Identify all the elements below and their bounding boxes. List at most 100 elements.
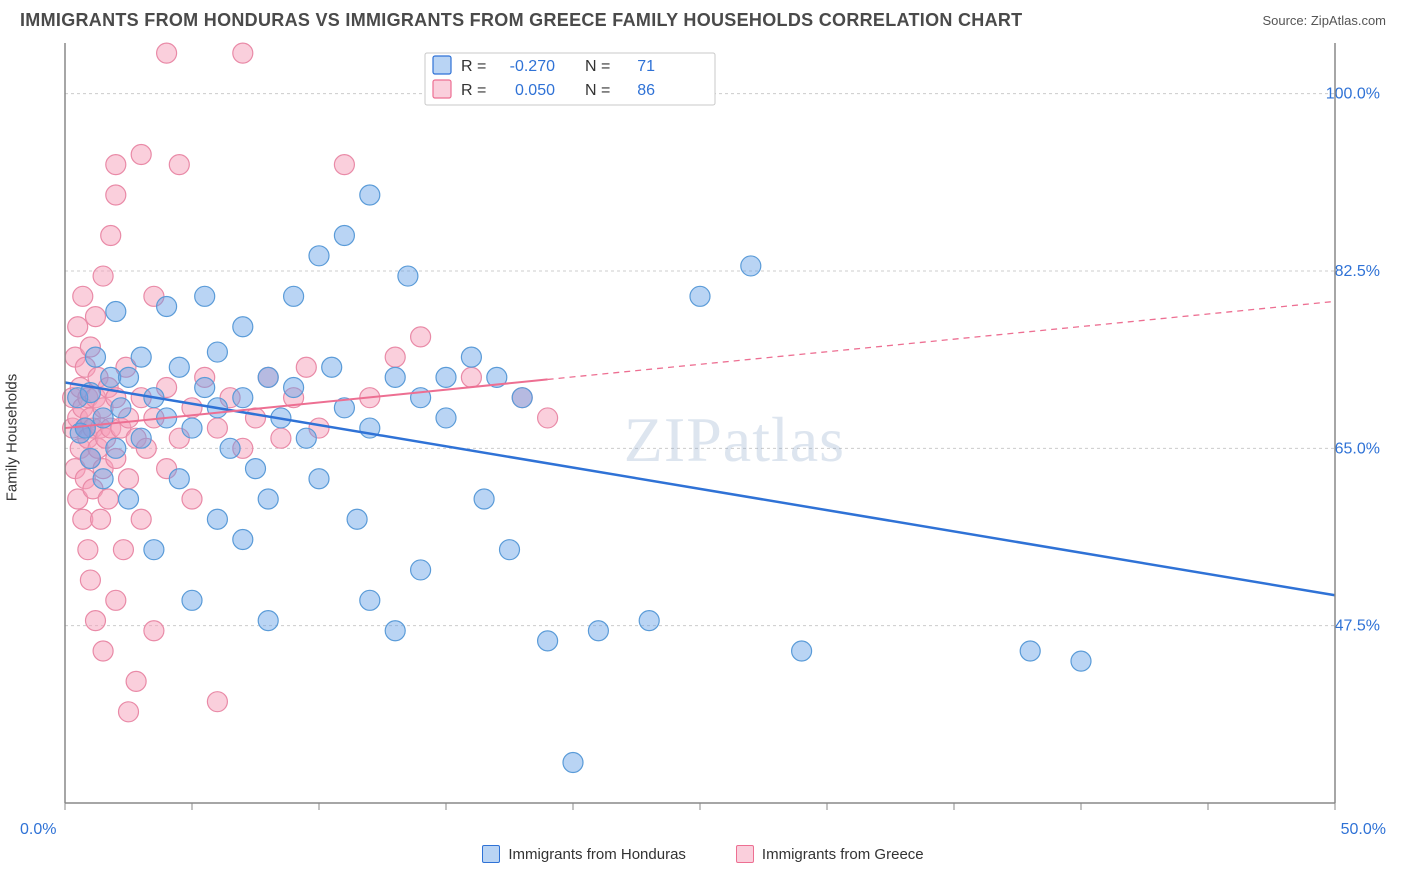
data-point (233, 317, 253, 337)
data-point (334, 226, 354, 246)
data-point (73, 509, 93, 529)
data-point (411, 560, 431, 580)
legend-swatch-blue-icon (482, 845, 500, 863)
data-point (436, 408, 456, 428)
y-tick-label: 47.5% (1335, 618, 1380, 635)
data-point (106, 590, 126, 610)
y-axis-label: Family Households (4, 374, 21, 502)
legend-r-value: -0.270 (510, 58, 555, 75)
data-point (220, 438, 240, 458)
y-tick-label: 82.5% (1335, 263, 1380, 280)
data-point (169, 469, 189, 489)
legend-swatch-icon (433, 80, 451, 98)
legend-swatch-icon (433, 56, 451, 74)
data-point (131, 347, 151, 367)
data-point (385, 621, 405, 641)
data-point (68, 317, 88, 337)
data-point (169, 155, 189, 175)
data-point (1071, 651, 1091, 671)
data-point (93, 641, 113, 661)
data-point (131, 428, 151, 448)
data-point (347, 509, 367, 529)
data-point (284, 378, 304, 398)
data-point (385, 347, 405, 367)
data-point (512, 388, 532, 408)
data-point (182, 489, 202, 509)
data-point (169, 357, 189, 377)
data-point (113, 540, 133, 560)
data-point (271, 428, 291, 448)
data-point (360, 185, 380, 205)
trendline-greece-extrapolated (548, 301, 1335, 379)
data-point (588, 621, 608, 641)
data-point (233, 388, 253, 408)
legend-item-greece: Immigrants from Greece (736, 845, 924, 863)
data-point (741, 256, 761, 276)
data-point (360, 590, 380, 610)
data-point (1020, 641, 1040, 661)
data-point (233, 43, 253, 63)
data-point (101, 226, 121, 246)
data-point (334, 155, 354, 175)
x-max-label: 50.0% (1341, 821, 1386, 839)
data-point (309, 246, 329, 266)
legend-r-label: R = (461, 58, 486, 75)
data-point (85, 307, 105, 327)
y-tick-label: 65.0% (1335, 440, 1380, 457)
data-point (246, 408, 266, 428)
data-point (195, 286, 215, 306)
data-point (93, 469, 113, 489)
legend-n-value: 71 (637, 58, 655, 75)
data-point (157, 296, 177, 316)
data-point (91, 509, 111, 529)
data-point (98, 489, 118, 509)
data-point (500, 540, 520, 560)
legend-label-honduras: Immigrants from Honduras (508, 846, 686, 863)
data-point (258, 367, 278, 387)
data-point (563, 752, 583, 772)
data-point (126, 671, 146, 691)
data-point (639, 611, 659, 631)
data-point (538, 408, 558, 428)
data-point (207, 342, 227, 362)
data-point (246, 459, 266, 479)
data-point (296, 428, 316, 448)
legend-n-label: N = (585, 58, 610, 75)
data-point (101, 367, 121, 387)
data-point (690, 286, 710, 306)
data-point (461, 347, 481, 367)
data-point (131, 144, 151, 164)
data-point (461, 367, 481, 387)
legend-label-greece: Immigrants from Greece (762, 846, 924, 863)
legend-n-label: N = (585, 82, 610, 99)
chart-title: IMMIGRANTS FROM HONDURAS VS IMMIGRANTS F… (20, 10, 1022, 31)
data-point (119, 367, 139, 387)
data-point (411, 327, 431, 347)
data-point (398, 266, 418, 286)
data-point (119, 469, 139, 489)
legend-r-value: 0.050 (515, 82, 555, 99)
data-point (119, 489, 139, 509)
data-point (182, 418, 202, 438)
data-point (233, 530, 253, 550)
data-point (75, 418, 95, 438)
watermark: ZIPatlas (624, 404, 845, 475)
legend-r-label: R = (461, 82, 486, 99)
data-point (144, 621, 164, 641)
data-point (80, 448, 100, 468)
data-point (792, 641, 812, 661)
x-axis-range: 0.0% 50.0% (0, 821, 1406, 839)
data-point (80, 570, 100, 590)
legend-item-honduras: Immigrants from Honduras (482, 845, 686, 863)
data-point (296, 357, 316, 377)
data-point (85, 611, 105, 631)
chart-container: Family Households 47.5%65.0%82.5%100.0%Z… (20, 35, 1386, 823)
data-point (78, 540, 98, 560)
scatter-chart: 47.5%65.0%82.5%100.0%ZIPatlasR =-0.270N … (20, 35, 1385, 823)
data-point (474, 489, 494, 509)
data-point (436, 367, 456, 387)
data-point (119, 702, 139, 722)
legend-n-value: 86 (637, 82, 655, 99)
data-point (111, 398, 131, 418)
data-point (322, 357, 342, 377)
